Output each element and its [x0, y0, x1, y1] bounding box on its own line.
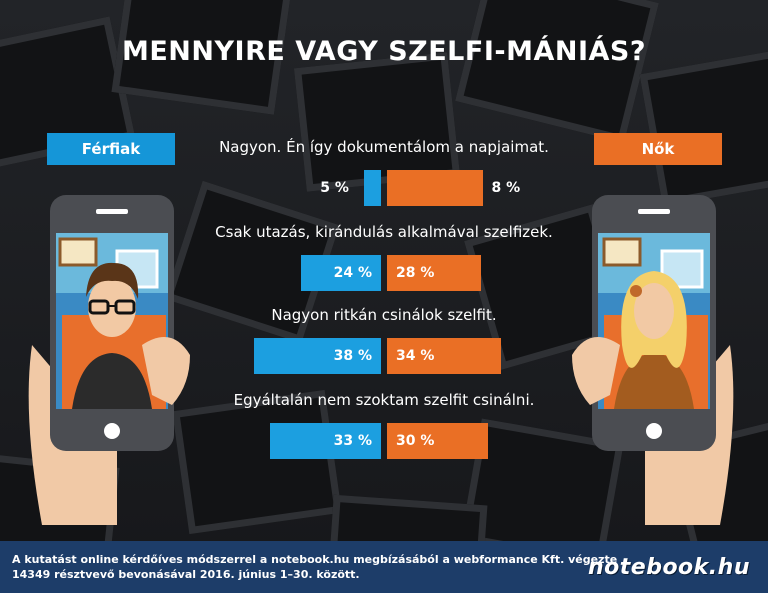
brand-logo: notebook.hu — [587, 555, 750, 580]
footer-line-2: 14349 résztvevő bevonásával 2016. június… — [12, 568, 360, 581]
background-frame — [172, 389, 342, 535]
data-label-men: 5 % — [320, 180, 349, 196]
bar-men: 38 % — [253, 338, 381, 374]
background-frame — [455, 0, 659, 143]
question-label: Nagyon. Én így dokumentálom a napjaimat. — [219, 138, 549, 156]
background-frame — [639, 47, 768, 207]
data-label-women: 34 % — [396, 348, 435, 364]
footer-band — [0, 541, 768, 593]
bar-men: 24 % — [300, 255, 381, 291]
data-label-men: 38 % — [333, 348, 372, 364]
footer-note: A kutatást online kérdőíves módszerrel a… — [12, 552, 617, 582]
bar-women: 34 % — [387, 338, 501, 374]
data-label-women: 30 % — [396, 433, 435, 449]
question-label: Nagyon ritkán csinálok szelfit. — [271, 306, 497, 324]
question-label: Csak utazás, kirándulás alkalmával szelf… — [215, 223, 553, 241]
legend-men: Férfiak — [47, 133, 175, 165]
bar-men — [364, 170, 381, 206]
data-label-women: 8 % — [491, 180, 521, 196]
question-label: Egyáltalán nem szoktam szelfit csinálni. — [233, 391, 535, 409]
data-label-men: 33 % — [333, 433, 372, 449]
man-with-phone-icon — [28, 195, 190, 525]
legend-women: Nők — [594, 133, 722, 165]
footer-line-1: A kutatást online kérdőíves módszerrel a… — [12, 553, 618, 566]
bar-women: 30 % — [387, 423, 488, 459]
chart-title: MENNYIRE VAGY SZELFI-MÁNIÁS? — [122, 36, 646, 67]
bar-women: 28 % — [387, 255, 481, 291]
data-label-women: 28 % — [396, 265, 435, 281]
woman-with-phone-icon — [572, 195, 734, 525]
bar-men: 33 % — [270, 423, 381, 459]
bar-women — [387, 170, 484, 206]
data-label-men: 24 % — [333, 265, 372, 281]
